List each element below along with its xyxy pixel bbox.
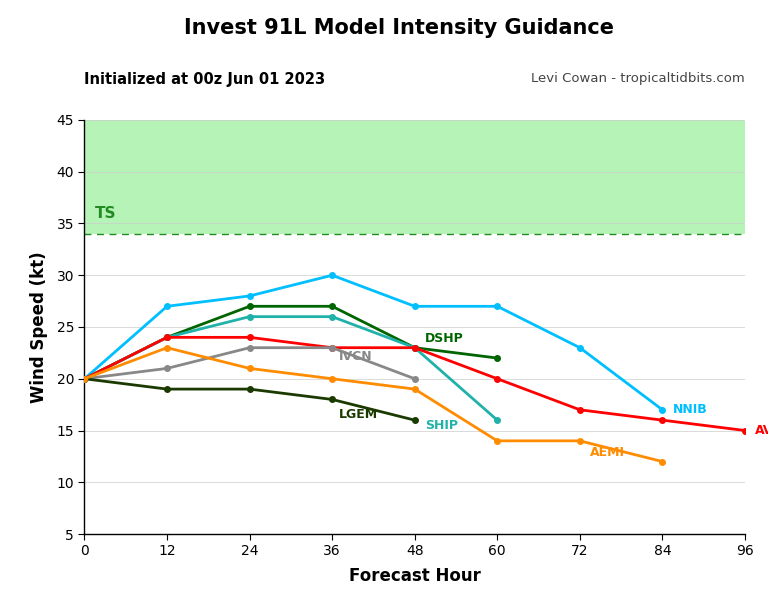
Text: AVNI: AVNI [755,424,768,437]
Bar [84,120,745,234]
Text: AEMI: AEMI [590,446,625,459]
Text: Levi Cowan - tropicaltidbits.com: Levi Cowan - tropicaltidbits.com [531,72,745,85]
Y-axis label: Wind Speed (kt): Wind Speed (kt) [30,251,48,403]
Text: DSHP: DSHP [425,332,464,344]
Text: Invest 91L Model Intensity Guidance: Invest 91L Model Intensity Guidance [184,18,614,38]
Text: NNIB: NNIB [673,403,707,416]
Text: LGEM: LGEM [339,409,378,421]
Text: IVCN: IVCN [339,350,372,363]
X-axis label: Forecast Hour: Forecast Hour [349,567,481,585]
Text: Initialized at 00z Jun 01 2023: Initialized at 00z Jun 01 2023 [84,72,326,87]
Text: SHIP: SHIP [425,419,458,432]
Text: TS: TS [94,206,116,221]
